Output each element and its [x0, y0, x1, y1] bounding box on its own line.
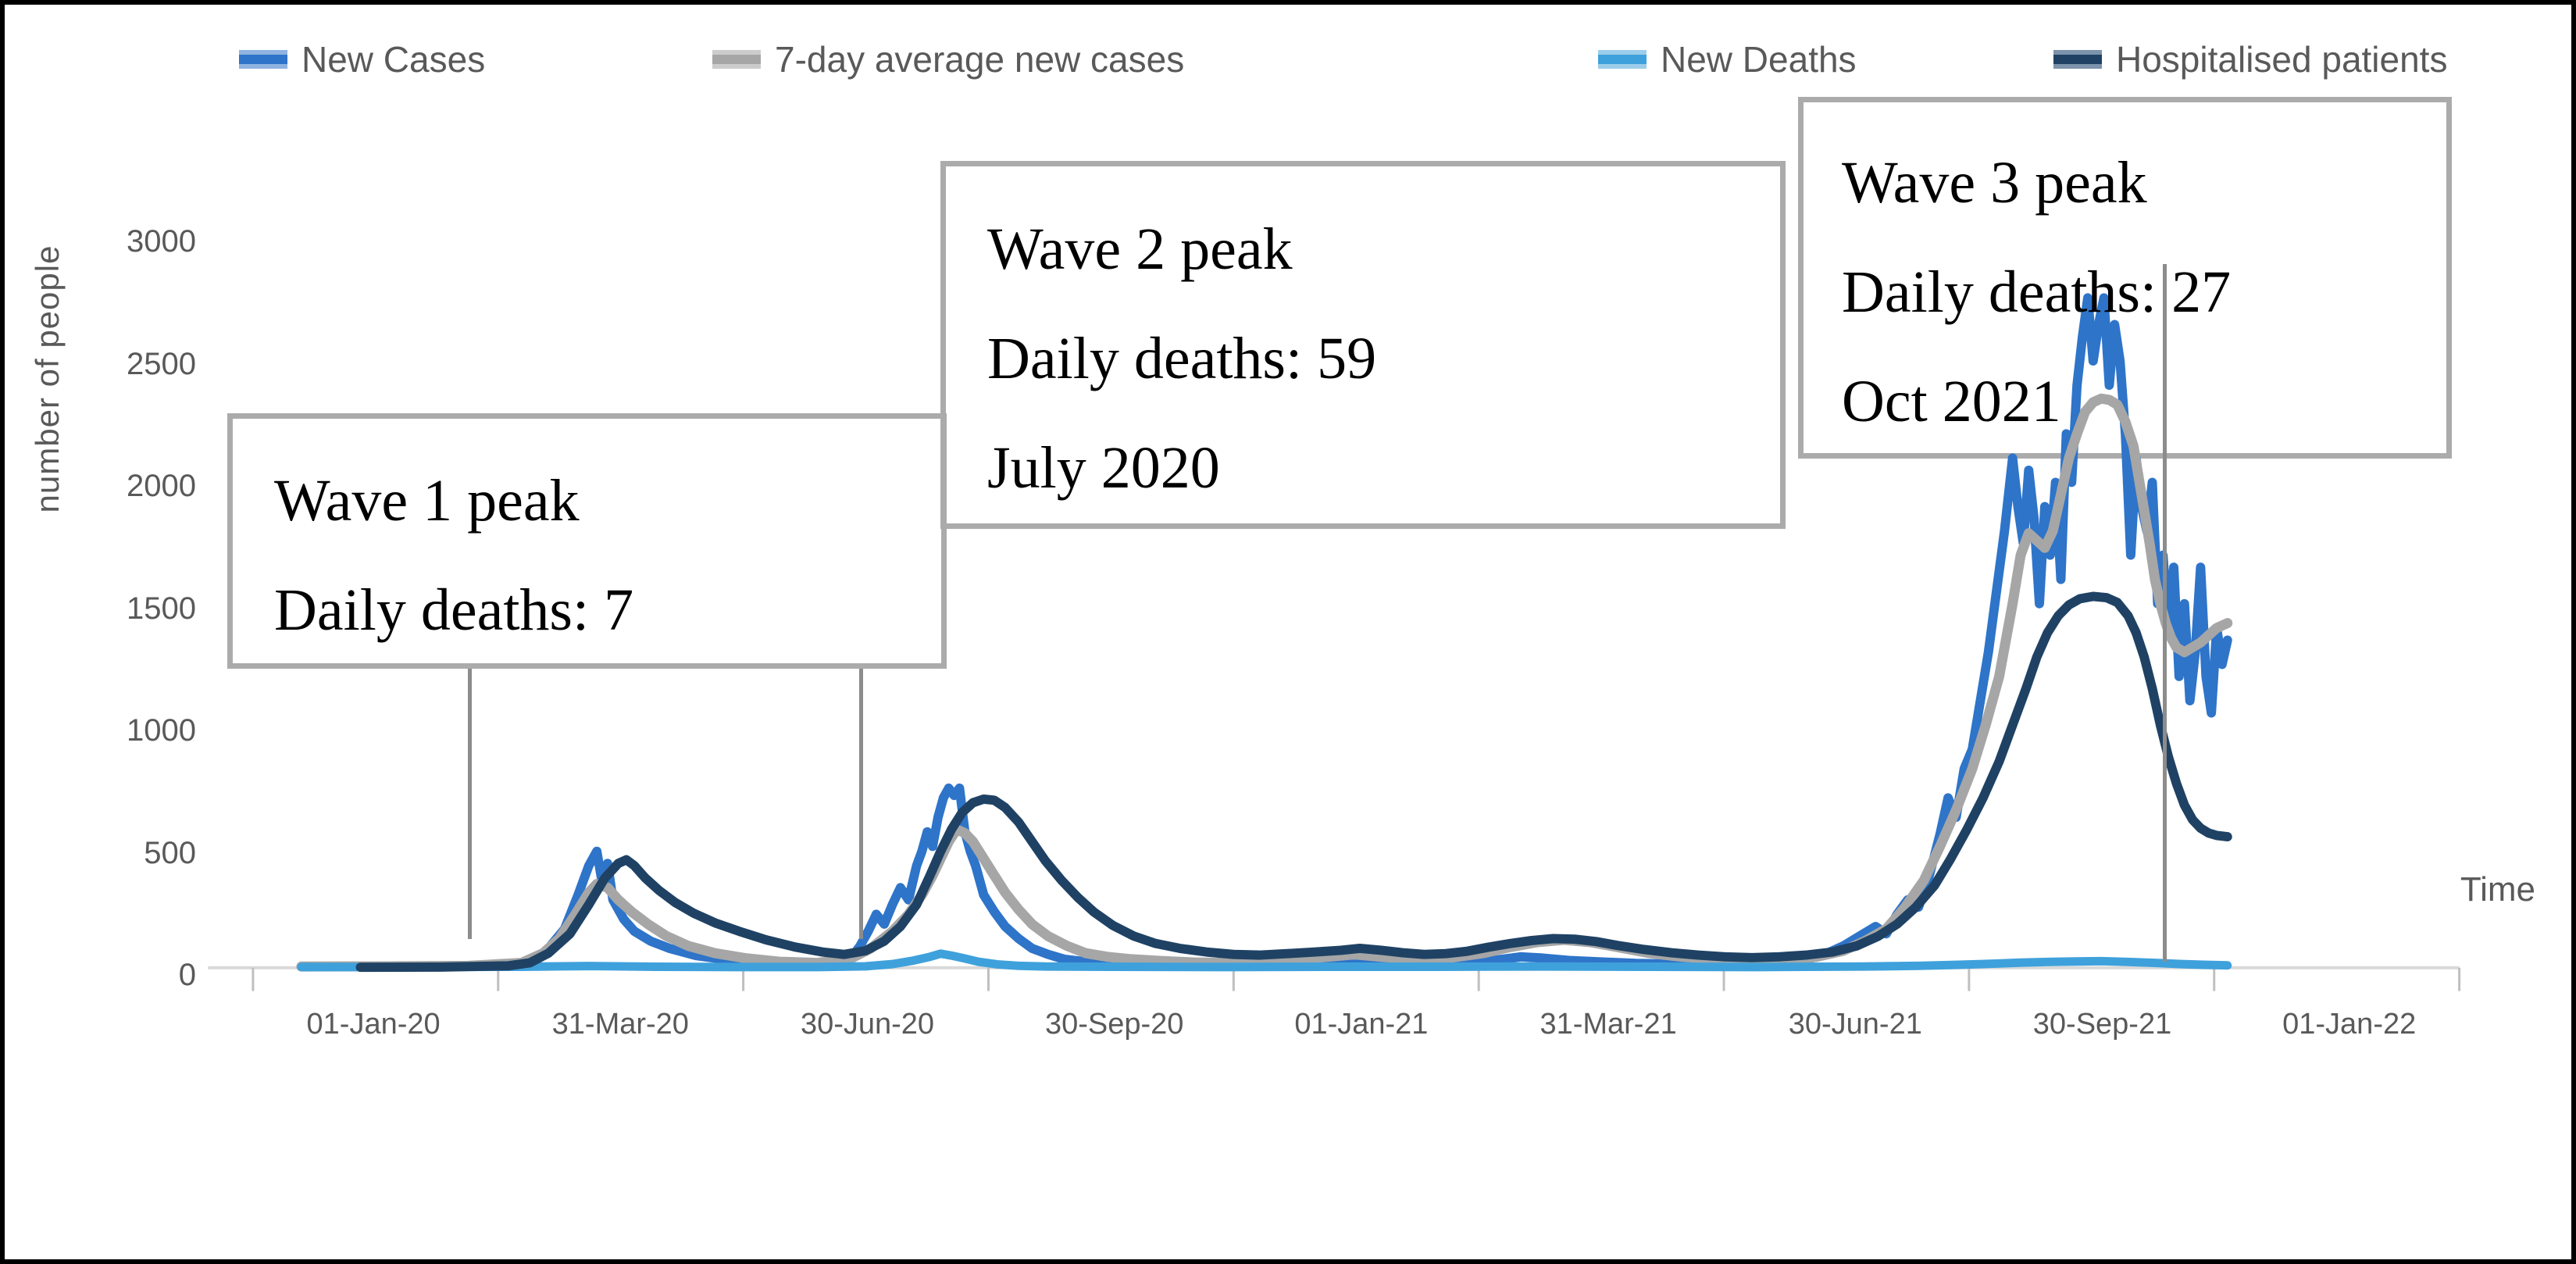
annotation-line: Wave 2 peak	[987, 216, 1293, 282]
annotation-text-wave1: Wave 1 peak Daily deaths: 7	[274, 446, 633, 665]
annotation-box-wave1	[227, 413, 947, 669]
annotation-text-layer: Wave 1 peak Daily deaths: 7 Wave 2 peak Da…	[5, 5, 2571, 1259]
annotation-box-wave2	[940, 161, 1786, 529]
leader-line-layer	[5, 5, 2571, 1259]
annotation-line: July 2020	[987, 434, 1220, 501]
series-7-day-average-new-cases	[296, 393, 2233, 972]
chart-plot-area	[208, 293, 2461, 991]
annotation-line: Daily deaths: 7	[274, 577, 634, 643]
annotation-line: Wave 3 peak	[1842, 149, 2147, 216]
leader-line-wave3	[2163, 264, 2167, 962]
series-hospitalised-patients	[355, 591, 2232, 973]
annotation-text-wave2: Wave 2 peak Daily deaths: 59 July 2020	[987, 195, 1376, 523]
annotation-line: Wave 1 peak	[274, 467, 580, 534]
annotation-text-wave3: Wave 3 peak Daily deaths: 27 Oct 2021	[1842, 128, 2231, 456]
leader-line-wave2	[859, 669, 863, 939]
annotation-line: Daily deaths: 59	[987, 325, 1377, 391]
annotation-line: Oct 2021	[1842, 368, 2061, 434]
annotation-line: Daily deaths: 27	[1842, 259, 2232, 325]
leader-line-wave1	[468, 669, 472, 939]
series-new-deaths	[297, 949, 2232, 972]
